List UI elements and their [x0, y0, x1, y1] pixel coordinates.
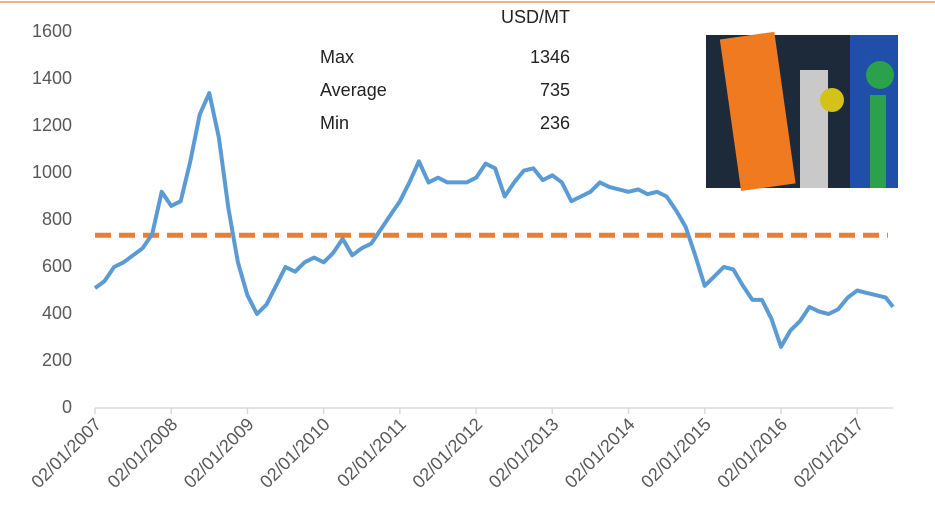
- y-tick-label: 1400: [32, 68, 72, 88]
- x-tick-label: 02/01/2013: [485, 414, 563, 492]
- x-tick-label: 02/01/2007: [27, 414, 105, 492]
- x-tick-label: 02/01/2014: [561, 414, 639, 492]
- stat-label: Max: [320, 47, 354, 67]
- stat-label: Average: [320, 80, 387, 100]
- y-tick-label: 1600: [32, 21, 72, 41]
- x-tick-label: 02/01/2015: [637, 414, 715, 492]
- y-tick-label: 1000: [32, 162, 72, 182]
- y-tick-label: 600: [42, 256, 72, 276]
- diesel-photo: [706, 32, 898, 191]
- chart: USD/MT 0 200 400 600 800 1000 1200 1400 1600 02/0…: [0, 0, 935, 521]
- x-tick-label: 02/01/2008: [104, 414, 182, 492]
- x-tick-label: 02/01/2012: [408, 414, 486, 492]
- x-tick-label: 02/01/2017: [790, 414, 868, 492]
- stat-label: Min: [320, 113, 349, 133]
- y-tick-label: 0: [62, 397, 72, 417]
- stat-value: 735: [540, 80, 570, 100]
- x-tick-label: 02/01/2011: [333, 414, 410, 491]
- y-tick-label: 200: [42, 350, 72, 370]
- x-tick-label: 02/01/2009: [180, 414, 258, 492]
- y-tick-label: 1200: [32, 115, 72, 135]
- stats-unit: USD/MT: [501, 7, 570, 27]
- y-tick-label: 400: [42, 303, 72, 323]
- x-tick-label: 02/01/2016: [713, 414, 791, 492]
- stat-value: 1346: [530, 47, 570, 67]
- y-tick-label: 800: [42, 209, 72, 229]
- stat-value: 236: [540, 113, 570, 133]
- x-tick-label: 02/01/2010: [256, 414, 334, 492]
